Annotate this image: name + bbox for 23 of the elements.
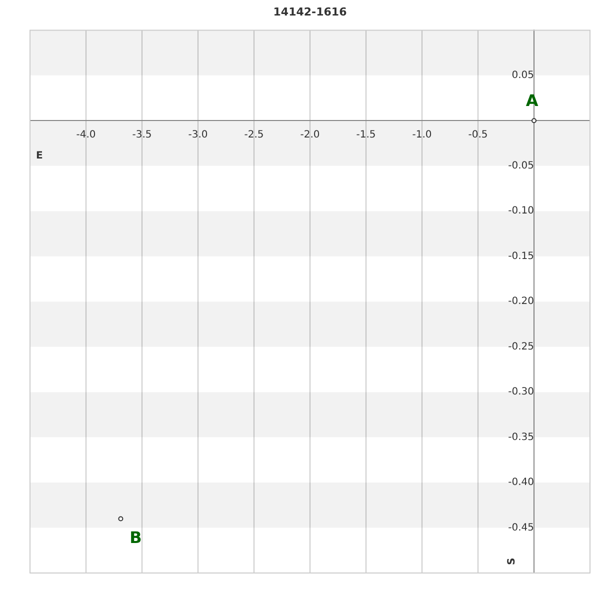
y-tick-label: -0.15 [508,250,534,262]
x-tick-label: -0.5 [468,129,488,140]
x-tick-label: -1.0 [412,129,432,140]
x-tick-label: -3.0 [188,129,208,140]
annotation: B [130,528,142,547]
x-tick-label: -4.0 [76,129,96,140]
y-tick-label: -0.05 [508,160,534,172]
y-axis-title: S [506,558,518,565]
y-tick-label: -0.25 [508,341,534,352]
chart-title: 14142-1616 [273,5,348,18]
x-tick-label: -3.5 [132,129,152,140]
x-tick-label: -1.5 [356,129,376,140]
y-tick-label: -0.40 [508,477,534,488]
y-tick-label: -0.45 [508,522,534,534]
y-tick-label: 0.05 [512,70,534,82]
y-tick-label: -0.10 [508,206,534,217]
y-tick-label: -0.35 [508,432,534,443]
x-tick-label: -2.0 [300,129,320,140]
x-axis-title: E [36,150,43,162]
annotation: A [526,90,539,110]
y-tick-label: -0.20 [508,296,534,308]
x-tick-label: -2.5 [244,129,264,140]
y-tick-label: -0.30 [508,386,534,398]
